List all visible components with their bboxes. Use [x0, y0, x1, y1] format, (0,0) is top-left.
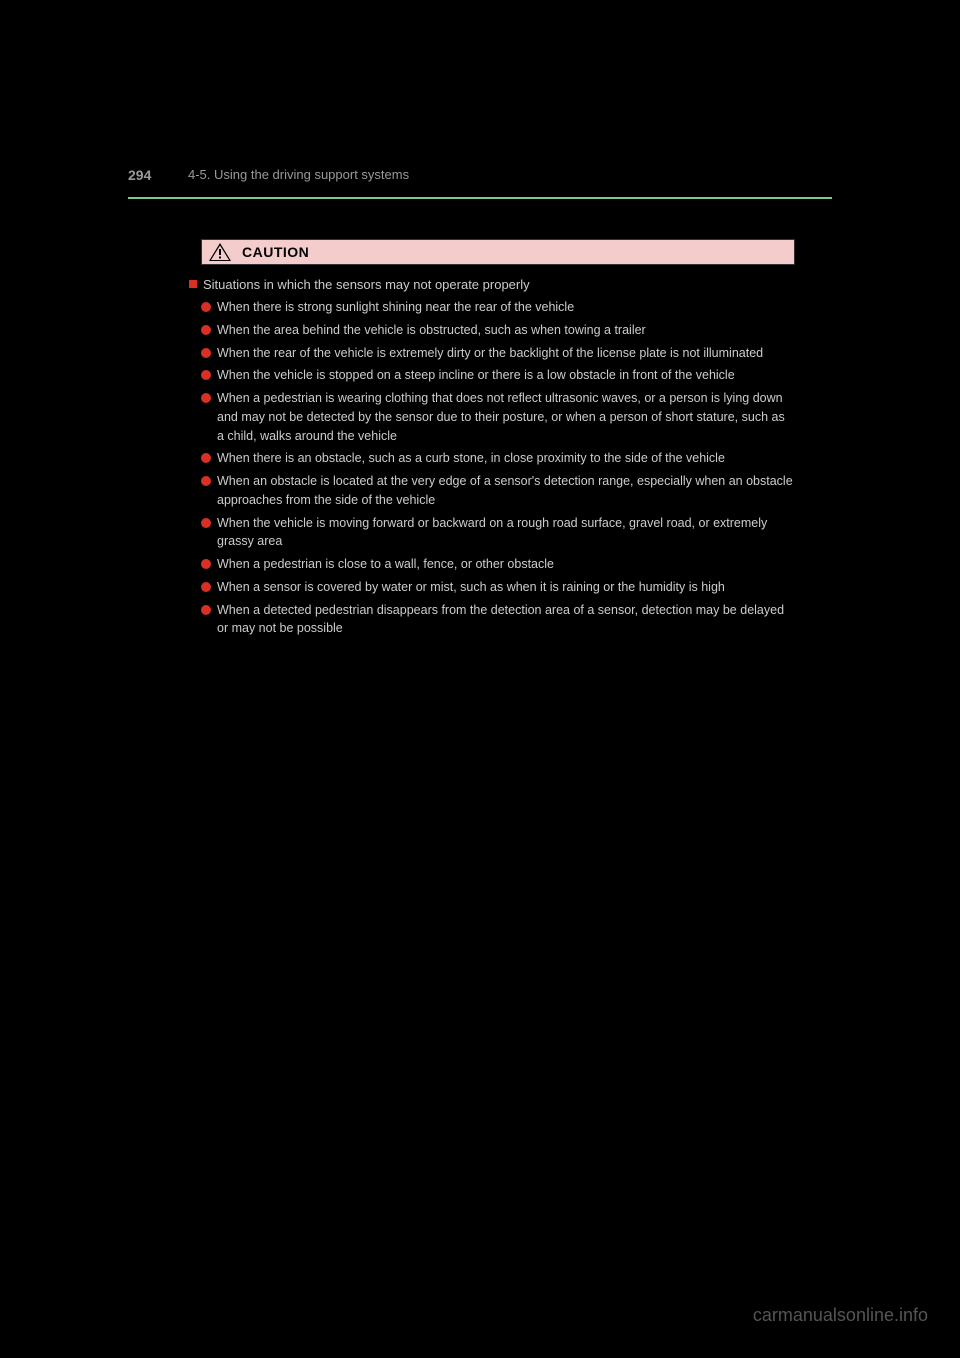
list-item: When an obstacle is located at the very …	[201, 472, 795, 510]
header-divider	[128, 197, 832, 199]
bullet-icon	[201, 393, 211, 403]
bullet-text: When an obstacle is located at the very …	[217, 474, 793, 507]
list-item: When a sensor is covered by water or mis…	[201, 578, 795, 597]
bullet-icon	[201, 453, 211, 463]
bullet-icon	[201, 559, 211, 569]
list-item: When there is an obstacle, such as a cur…	[201, 449, 795, 468]
bullet-text: When the vehicle is moving forward or ba…	[217, 516, 767, 549]
bullet-text: When the rear of the vehicle is extremel…	[217, 346, 763, 360]
list-item: When the vehicle is moving forward or ba…	[201, 514, 795, 552]
bullet-text: When a sensor is covered by water or mis…	[217, 580, 725, 594]
caution-label: CAUTION	[242, 244, 309, 260]
bullet-icon	[201, 302, 211, 312]
bullet-icon	[201, 518, 211, 528]
bullet-icon	[201, 582, 211, 592]
square-marker-icon	[189, 280, 197, 288]
list-item: When the area behind the vehicle is obst…	[201, 321, 795, 340]
bullet-icon	[201, 370, 211, 380]
section-title-text: Situations in which the sensors may not …	[203, 277, 530, 292]
bullet-text: When the vehicle is stopped on a steep i…	[217, 368, 735, 382]
list-item: When the rear of the vehicle is extremel…	[201, 344, 795, 363]
page-number: 294	[128, 167, 151, 183]
bullet-text: When there is strong sunlight shining ne…	[217, 300, 574, 314]
list-item: When a pedestrian is close to a wall, fe…	[201, 555, 795, 574]
bullet-text: When the area behind the vehicle is obst…	[217, 323, 646, 337]
breadcrumb: 4-5. Using the driving support systems	[188, 167, 409, 182]
bullet-icon	[201, 476, 211, 486]
bullet-icon	[201, 325, 211, 335]
warning-icon	[208, 242, 232, 262]
bullet-text: When a pedestrian is wearing clothing th…	[217, 391, 785, 443]
list-item: When a detected pedestrian disappears fr…	[201, 601, 795, 639]
list-item: When the vehicle is stopped on a steep i…	[201, 366, 795, 385]
watermark: carmanualsonline.info	[753, 1305, 928, 1326]
content-area: Situations in which the sensors may not …	[201, 277, 795, 642]
bullet-text: When there is an obstacle, such as a cur…	[217, 451, 725, 465]
bullet-icon	[201, 605, 211, 615]
section-title: Situations in which the sensors may not …	[201, 277, 795, 292]
bullet-text: When a pedestrian is close to a wall, fe…	[217, 557, 554, 571]
bullet-icon	[201, 348, 211, 358]
list-item: When a pedestrian is wearing clothing th…	[201, 389, 795, 445]
caution-banner: CAUTION	[201, 239, 795, 265]
bullet-text: When a detected pedestrian disappears fr…	[217, 603, 784, 636]
list-item: When there is strong sunlight shining ne…	[201, 298, 795, 317]
